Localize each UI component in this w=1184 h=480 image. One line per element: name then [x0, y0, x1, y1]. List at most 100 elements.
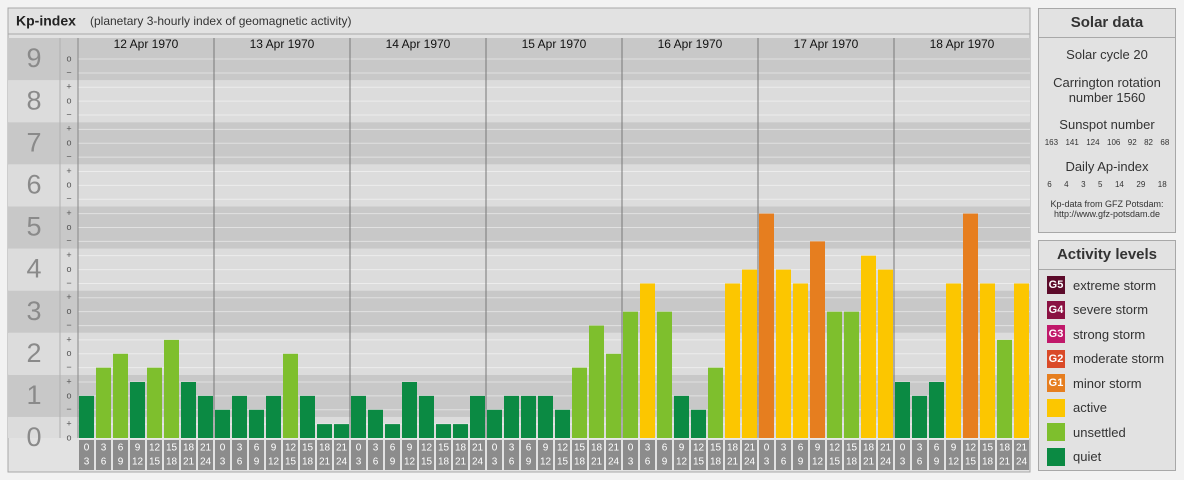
x-tick-label: 12: [285, 443, 297, 454]
bar: [470, 395, 485, 438]
x-tick-label: 15: [302, 443, 314, 454]
x-tick-label: 21: [1016, 443, 1028, 454]
legend-swatch: G3: [1047, 325, 1065, 344]
x-tick-label: 18: [982, 457, 994, 468]
minor-tick-label: −: [66, 194, 71, 204]
hour-box: [504, 440, 519, 470]
day-label: 14 Apr 1970: [386, 37, 451, 51]
x-tick-label: 3: [628, 457, 634, 468]
hour-box: [674, 440, 689, 470]
bar: [385, 424, 400, 438]
bar: [946, 283, 961, 438]
ap-values: 6 4 3 5 14 29 18: [1041, 180, 1173, 189]
minor-tick-label: o: [66, 390, 71, 400]
bar: [504, 395, 519, 438]
ap-value: 3: [1081, 180, 1086, 189]
solar-title: Solar data: [1039, 9, 1175, 38]
hour-box: [334, 440, 349, 470]
x-tick-label: 18: [710, 457, 722, 468]
legend-code: G2: [1048, 352, 1064, 365]
minor-tick-label: o: [66, 180, 71, 190]
band: [8, 122, 1030, 165]
bar: [283, 353, 298, 438]
x-tick-label: 21: [200, 443, 212, 454]
legend-swatch: G5: [1047, 276, 1065, 295]
x-tick-label: 9: [662, 457, 668, 468]
hour-box: [912, 440, 927, 470]
legend-item: G4 severe storm: [1047, 298, 1175, 323]
bar: [589, 325, 604, 438]
legend-item: G1 minor storm: [1047, 371, 1175, 396]
bar: [215, 409, 230, 438]
hour-box: [1014, 440, 1029, 470]
minor-tick-label: +: [66, 208, 71, 218]
bar: [538, 395, 553, 438]
x-tick-label: 24: [472, 457, 484, 468]
x-tick-label: 3: [900, 457, 906, 468]
bar: [232, 395, 247, 438]
x-tick-label: 9: [407, 443, 413, 454]
x-tick-label: 6: [118, 443, 124, 454]
x-tick-label: 24: [1016, 457, 1028, 468]
hour-box: [470, 440, 485, 470]
minor-tick-label: o: [66, 96, 71, 106]
minor-tick-label: o: [66, 348, 71, 358]
bar: [436, 424, 451, 438]
carrington: Carrington rotation number 1560: [1053, 75, 1161, 105]
legend-code: G3: [1048, 328, 1064, 341]
bar: [130, 382, 145, 438]
minor-tick-label: +: [66, 82, 71, 92]
x-tick-label: 15: [710, 443, 722, 454]
hour-box: [232, 440, 247, 470]
legend-item: quiet: [1047, 445, 1175, 470]
chart-title: Kp-index: [16, 13, 76, 29]
ap-value: 14: [1114, 180, 1124, 189]
x-tick-label: 9: [951, 443, 957, 454]
ap-value: 5: [1098, 180, 1103, 189]
x-tick-label: 9: [390, 457, 396, 468]
bar: [521, 395, 536, 438]
bar: [793, 283, 808, 438]
hour-box: [895, 440, 910, 470]
minor-tick-label: −: [66, 236, 71, 246]
legend-code: G5: [1048, 279, 1064, 292]
x-tick-label: 6: [526, 443, 532, 454]
x-tick-label: 21: [608, 443, 620, 454]
minor-tick-label: +: [66, 418, 71, 428]
x-tick-label: 18: [183, 443, 195, 454]
bar: [980, 283, 995, 438]
minor-tick-label: −: [66, 278, 71, 288]
band: [8, 80, 1030, 123]
y-tick-label: 8: [26, 85, 41, 115]
hour-box: [844, 440, 859, 470]
x-tick-label: 9: [526, 457, 532, 468]
x-tick-label: 0: [492, 443, 498, 454]
hour-box: [521, 440, 536, 470]
x-tick-label: 9: [543, 443, 549, 454]
sunspot-values: 163 141 124 106 92 82 68: [1041, 138, 1173, 147]
bar: [368, 409, 383, 438]
legend-item: unsettled: [1047, 420, 1175, 445]
x-tick-label: 3: [373, 443, 379, 454]
x-tick-label: 18: [166, 457, 178, 468]
x-tick-label: 15: [829, 457, 841, 468]
bar: [606, 353, 621, 438]
x-tick-label: 9: [934, 457, 940, 468]
bar: [844, 311, 859, 438]
x-tick-label: 12: [268, 457, 280, 468]
hour-box: [181, 440, 196, 470]
legend-title: Activity levels: [1039, 241, 1175, 270]
day-label: 17 Apr 1970: [794, 37, 859, 51]
x-tick-label: 15: [846, 443, 858, 454]
minor-tick-label: +: [66, 124, 71, 134]
x-tick-label: 21: [863, 457, 875, 468]
minor-tick-label: +: [66, 376, 71, 386]
bar: [164, 339, 179, 438]
x-tick-label: 6: [662, 443, 668, 454]
bar: [113, 353, 128, 438]
hour-box: [657, 440, 672, 470]
chart-subtitle: (planetary 3-hourly index of geomagnetic…: [90, 14, 351, 28]
legend-code: G4: [1048, 303, 1064, 316]
day-label: 12 Apr 1970: [114, 37, 179, 51]
